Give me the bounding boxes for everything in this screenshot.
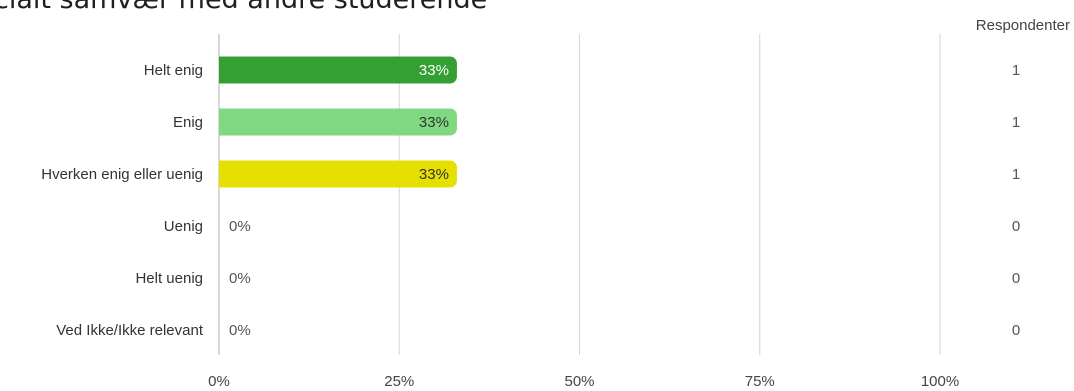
category-label: Ved Ikke/Ikke relevant xyxy=(56,322,204,339)
respondent-count: 1 xyxy=(1012,166,1020,183)
x-tick-label: 0% xyxy=(208,373,230,390)
bar xyxy=(219,108,457,136)
category-label: Hverken enig eller uenig xyxy=(41,166,203,183)
x-tick-label: 25% xyxy=(384,373,414,390)
bar-value-label: 33% xyxy=(419,166,449,183)
bar-value-label: 0% xyxy=(229,218,251,235)
bar-value-label: 33% xyxy=(419,114,449,131)
x-tick-label: 100% xyxy=(921,373,959,390)
bar-left-cap xyxy=(219,160,229,188)
category-label: Helt uenig xyxy=(135,270,203,287)
bar-value-label: 0% xyxy=(229,270,251,287)
page-title: ciait samvær med andre studerende xyxy=(0,0,487,18)
x-tick-label: 75% xyxy=(745,373,775,390)
respondents-header: Respondenter xyxy=(976,17,1070,34)
bar-value-label: 33% xyxy=(419,62,449,79)
respondent-count: 1 xyxy=(1012,62,1020,79)
respondent-count: 0 xyxy=(1012,270,1020,287)
respondent-count: 0 xyxy=(1012,218,1020,235)
bar-left-cap xyxy=(219,56,229,84)
category-label: Helt enig xyxy=(144,62,203,79)
bar xyxy=(219,160,457,188)
respondent-count: 0 xyxy=(1012,322,1020,339)
bar-value-label: 0% xyxy=(229,322,251,339)
category-label: Enig xyxy=(173,114,203,131)
category-label: Uenig xyxy=(164,218,203,235)
respondent-count: 1 xyxy=(1012,114,1020,131)
x-tick-label: 50% xyxy=(564,373,594,390)
bar xyxy=(219,56,457,84)
bar-left-cap xyxy=(219,108,229,136)
